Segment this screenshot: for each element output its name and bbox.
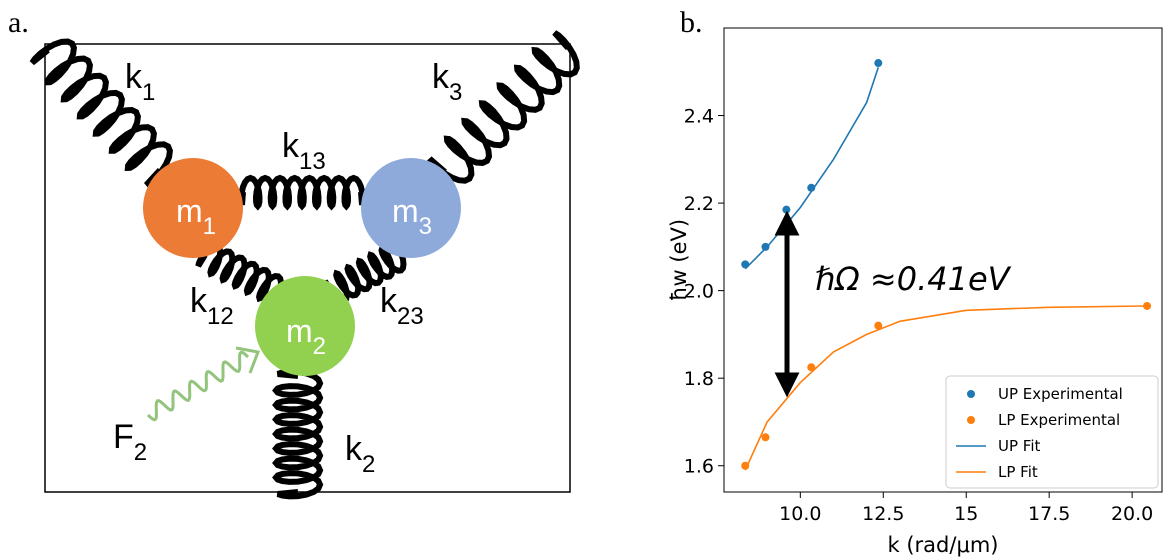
panel-label: b. — [680, 6, 703, 39]
force-arrow — [146, 350, 250, 422]
label-symbol: m — [392, 193, 419, 229]
legend-swatch — [967, 416, 975, 424]
annotation: ℏΩ ≈0.41eV — [815, 260, 1012, 298]
plot-frame — [723, 27, 1163, 493]
diagram-label: m3 — [392, 193, 432, 240]
force-arrow-head — [235, 346, 261, 374]
diagram-label: k13 — [282, 127, 326, 175]
legend-label: LP Experimental — [998, 411, 1120, 429]
label-symbol: k — [190, 282, 208, 320]
x-tick-label: 12.5 — [862, 503, 904, 525]
data-point — [874, 321, 883, 330]
diagram-label: k3 — [432, 58, 462, 106]
y-tick-label: 2.2 — [684, 193, 714, 215]
label-symbol: k — [345, 430, 363, 468]
y-tick-label: 2.4 — [684, 106, 714, 128]
label-symbol: k — [432, 58, 450, 96]
label-symbol: k — [380, 282, 398, 320]
data-point — [741, 260, 750, 269]
diagram-label: m2 — [286, 313, 326, 360]
x-tick-label: 17.5 — [1028, 503, 1070, 525]
spring — [238, 174, 366, 211]
spring — [195, 242, 285, 306]
fit-line — [744, 67, 880, 270]
annotation-arrow-head — [774, 210, 800, 398]
label-symbol: F — [113, 418, 134, 456]
y-axis-label: ħw (eV) — [667, 219, 691, 301]
spring — [29, 38, 173, 188]
data-point — [782, 205, 791, 214]
data-point — [761, 433, 770, 442]
legend-label: LP Fit — [998, 463, 1038, 481]
x-axis-label: k (rad/μm) — [888, 533, 999, 557]
mass — [143, 158, 243, 258]
label-subscript: 3 — [419, 213, 432, 240]
data-point — [741, 461, 750, 470]
label-subscript: 1 — [203, 213, 216, 240]
data-point — [807, 363, 816, 372]
label-symbol: m — [176, 193, 203, 229]
diagram-label: k23 — [380, 282, 424, 330]
spring — [272, 368, 324, 500]
label-subscript: 2 — [134, 439, 147, 466]
label-subscript: 12 — [207, 303, 234, 330]
data-point — [874, 59, 883, 68]
diagram-label: F2 — [113, 418, 147, 466]
label-symbol: m — [286, 313, 313, 349]
label-subscript: 1 — [142, 79, 155, 106]
x-tick-label: 15 — [954, 503, 978, 525]
x-tick-label: 20.0 — [1111, 503, 1153, 525]
panel-label: a. — [8, 6, 29, 39]
label-subscript: 2 — [362, 451, 375, 478]
y-tick-label: 1.8 — [684, 368, 714, 390]
diagram-label: k12 — [190, 282, 234, 330]
label-subscript: 23 — [397, 303, 424, 330]
data-point — [761, 242, 770, 251]
diagram-label: k1 — [125, 58, 155, 106]
spring — [427, 30, 580, 184]
legend-swatch — [967, 390, 975, 398]
label-subscript: 13 — [299, 148, 326, 175]
label-subscript: 3 — [449, 79, 462, 106]
legend-box — [945, 375, 1159, 489]
spring — [321, 241, 407, 305]
legend-label: UP Experimental — [998, 385, 1123, 403]
diagram-label: m1 — [176, 193, 216, 240]
label-symbol: k — [282, 127, 300, 165]
diagram-label: k2 — [345, 430, 375, 478]
fit-line — [744, 305, 1148, 471]
springs — [29, 30, 580, 500]
y-tick-label: 2.0 — [684, 281, 714, 303]
x-tick-label: 10.0 — [779, 503, 821, 525]
mass — [361, 158, 461, 258]
label-symbol: k — [125, 58, 143, 96]
y-tick-label: 1.6 — [684, 456, 714, 478]
mass — [255, 276, 355, 376]
label-subscript: 2 — [313, 333, 326, 360]
legend-label: UP Fit — [998, 437, 1040, 455]
